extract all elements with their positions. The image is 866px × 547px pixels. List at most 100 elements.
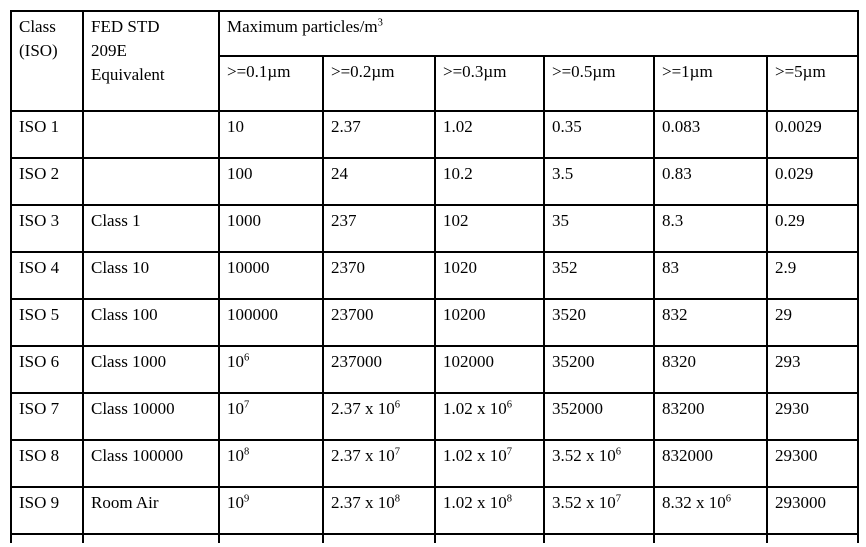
table-row: ISO 6 Class 1000 106 237000 102000 35200 8320 2…: [10, 345, 860, 394]
particle-value-cell: 3.5: [543, 157, 655, 206]
table-row: ISO 5 Class 100 100000 23700 10200 3520 832 29: [10, 298, 860, 347]
fed-std-cell: Class 100: [82, 298, 220, 347]
header-fed-std-equivalent: FED STD 209E Equivalent: [82, 10, 220, 112]
particle-value-cell: 2.37 x 106: [322, 392, 436, 441]
particle-value-cell: 352: [543, 251, 655, 300]
particle-value-cell: 10200: [434, 298, 545, 347]
particle-value-cell: 100000: [218, 298, 324, 347]
table-row: ISO 3 Class 1 1000 237 102 35 8.3 0.29: [10, 204, 860, 253]
particle-value-cell: 1000: [218, 204, 324, 253]
particle-value-cell: 10: [218, 110, 324, 159]
particle-value-cell: 2.37 x 108: [322, 486, 436, 535]
particle-value-cell: 2930: [765, 392, 860, 441]
table-row: ISO 2 100 24 10.2 3.5 0.83 0.029: [10, 157, 860, 206]
clipped-partial-row: [10, 533, 860, 543]
particle-value-cell: 100: [218, 157, 324, 206]
particle-value-cell: 0.35: [543, 110, 655, 159]
particle-value-cell: 0.0029: [765, 110, 860, 159]
iso-cleanroom-classification-table: Class (ISO) FED STD 209E Equivalent Maxi…: [10, 10, 860, 543]
particle-value-cell: 1.02 x 106: [434, 392, 545, 441]
particle-value-cell: 237000: [322, 345, 436, 394]
clipped-empty-cell: [322, 533, 436, 543]
table-row: ISO 9 Room Air 109 2.37 x 108 1.02 x 108 3.52…: [10, 486, 860, 535]
particle-value-cell: 106: [218, 345, 324, 394]
iso-class-cell: ISO 5: [10, 298, 84, 347]
particle-value-cell: 1020: [434, 251, 545, 300]
particle-value-cell: 1.02 x 107: [434, 439, 545, 488]
particle-value-cell: 102000: [434, 345, 545, 394]
clipped-empty-cell: [82, 533, 220, 543]
fed-std-cell: Class 100000: [82, 439, 220, 488]
clipped-empty-cell: [10, 533, 84, 543]
particle-value-cell: 832: [653, 298, 768, 347]
particle-value-cell: 8320: [653, 345, 768, 394]
particle-value-cell: 83: [653, 251, 768, 300]
particle-value-cell: 10.2: [434, 157, 545, 206]
particle-value-cell: 3.52 x 107: [543, 486, 655, 535]
particle-value-cell: 0.029: [765, 157, 860, 206]
table-row: ISO 4 Class 10 10000 2370 1020 352 83 2.9: [10, 251, 860, 300]
iso-class-cell: ISO 4: [10, 251, 84, 300]
fed-std-cell: [82, 110, 220, 159]
clipped-empty-cell: [653, 533, 768, 543]
particle-value-cell: 0.29: [765, 204, 860, 253]
iso-class-cell: ISO 7: [10, 392, 84, 441]
header-particle-size-1: >=0.2µm: [322, 55, 436, 112]
particle-value-cell: 1.02 x 108: [434, 486, 545, 535]
particle-value-cell: 1.02: [434, 110, 545, 159]
iso-class-cell: ISO 6: [10, 345, 84, 394]
particle-value-cell: 23700: [322, 298, 436, 347]
particle-value-cell: 293000: [765, 486, 860, 535]
particle-value-cell: 832000: [653, 439, 768, 488]
clipped-empty-cell: [434, 533, 545, 543]
header-particle-size-2: >=0.3µm: [434, 55, 545, 112]
fed-std-cell: Class 1: [82, 204, 220, 253]
particle-value-cell: 10000: [218, 251, 324, 300]
fed-std-cell: [82, 157, 220, 206]
particle-value-cell: 293: [765, 345, 860, 394]
header-particle-size-3: >=0.5µm: [543, 55, 655, 112]
particle-value-cell: 3520: [543, 298, 655, 347]
particle-value-cell: 8.32 x 106: [653, 486, 768, 535]
particle-value-cell: 0.083: [653, 110, 768, 159]
particle-value-cell: 29300: [765, 439, 860, 488]
particle-value-cell: 108: [218, 439, 324, 488]
table-row: ISO 1 10 2.37 1.02 0.35 0.083 0.0029: [10, 110, 860, 159]
header-particle-size-0: >=0.1µm: [218, 55, 324, 112]
iso-class-cell: ISO 2: [10, 157, 84, 206]
clipped-empty-cell: [218, 533, 324, 543]
clipped-empty-cell: [765, 533, 860, 543]
particle-value-cell: 2.9: [765, 251, 860, 300]
particle-value-cell: 2370: [322, 251, 436, 300]
particle-value-cell: 35200: [543, 345, 655, 394]
particle-value-cell: 109: [218, 486, 324, 535]
particle-value-cell: 24: [322, 157, 436, 206]
header-row-main: Class (ISO) FED STD 209E Equivalent Maxi…: [10, 10, 860, 112]
particle-value-cell: 83200: [653, 392, 768, 441]
particle-value-cell: 0.83: [653, 157, 768, 206]
header-row-particle-sizes: >=0.1µm >=0.2µm >=0.3µm >=0.5µm >=1µm >=5µm: [11, 55, 860, 112]
particle-value-cell: 2.37: [322, 110, 436, 159]
particle-value-cell: 352000: [543, 392, 655, 441]
iso-class-cell: ISO 3: [10, 204, 84, 253]
iso-class-cell: ISO 1: [10, 110, 84, 159]
particle-value-cell: 237: [322, 204, 436, 253]
table-row: ISO 7 Class 10000 107 2.37 x 106 1.02 x 106 3…: [10, 392, 860, 441]
header-class-iso: Class (ISO): [10, 10, 84, 112]
particle-value-cell: 102: [434, 204, 545, 253]
particle-value-cell: 107: [218, 392, 324, 441]
particle-value-cell: 35: [543, 204, 655, 253]
header-max-particles: Maximum particles/m3: [217, 10, 860, 57]
particle-value-cell: 29: [765, 298, 860, 347]
iso-class-cell: ISO 8: [10, 439, 84, 488]
header-particle-size-4: >=1µm: [653, 55, 768, 112]
particle-value-cell: 8.3: [653, 204, 768, 253]
iso-class-cell: ISO 9: [10, 486, 84, 535]
fed-std-cell: Class 10: [82, 251, 220, 300]
fed-std-cell: Class 1000: [82, 345, 220, 394]
particle-value-cell: 3.52 x 106: [543, 439, 655, 488]
header-particle-size-5: >=5µm: [765, 55, 860, 112]
fed-std-cell: Class 10000: [82, 392, 220, 441]
fed-std-cell: Room Air: [82, 486, 220, 535]
